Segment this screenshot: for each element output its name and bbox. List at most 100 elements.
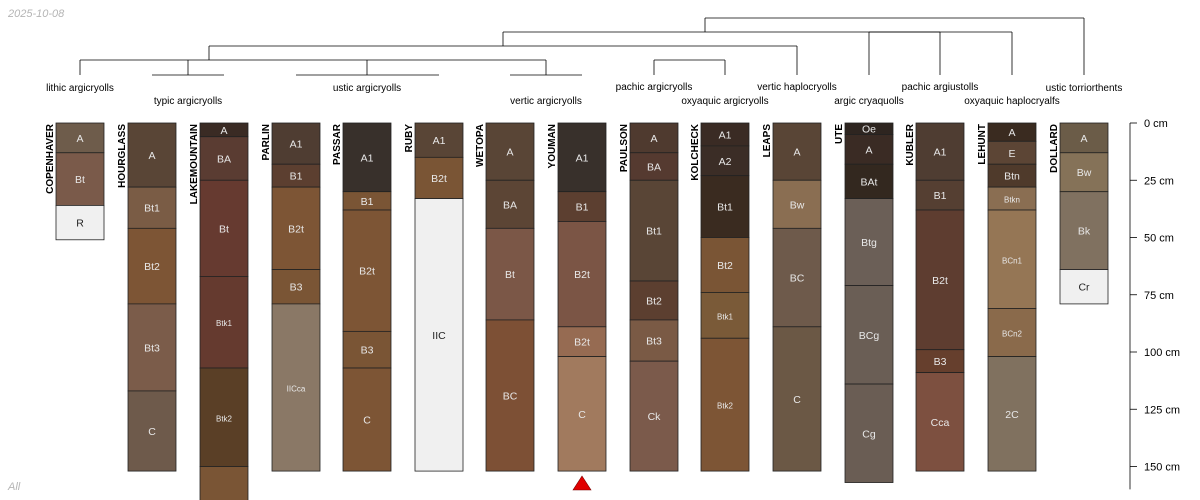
dendrogram — [79, 17, 1085, 76]
horizon-label: B1 — [361, 196, 374, 208]
profile-name: PASSAR — [332, 123, 343, 165]
horizon-paulson-0 — [629, 122, 679, 154]
profile-name: LEAPS — [762, 124, 773, 158]
horizon-ute-2 — [844, 163, 894, 199]
profile-dollard: A Bw Bk Cr DOLLARD — [1049, 122, 1109, 305]
horizon-label: A — [220, 125, 227, 137]
soil-profiles: A Bt R COPENHAVER A Bt1 Bt2 Bt3 C HOURGLASS A BA Bt B… — [45, 122, 1109, 500]
profile-leaps: A Bw BC C LEAPS — [762, 122, 822, 472]
horizon-lehunt-5 — [987, 308, 1037, 357]
profile-wetopa: A BA Bt BC WETOPA — [475, 122, 535, 472]
horizon-label: BAt — [861, 176, 878, 188]
date-label: 2025-10-08 — [8, 8, 65, 20]
horizon-label: B3 — [361, 345, 374, 357]
horizon-label: Bw — [790, 199, 805, 211]
taxon-label: ustic torriorthents — [1046, 83, 1123, 94]
profile-kubler: A1 B1 B2t B3 Cca KUBLER — [905, 122, 965, 472]
horizon-hourglass-3 — [127, 303, 177, 392]
horizon-label: E — [1008, 148, 1015, 160]
horizon-label: 2C — [1005, 409, 1019, 421]
horizon-copenhaver-1 — [55, 152, 105, 206]
profile-name: LAKEMOUNTAIN — [189, 124, 200, 204]
horizon-leaps-3 — [772, 326, 822, 472]
horizon-label: A — [650, 133, 657, 145]
depth-tick-label: 150 cm — [1144, 462, 1180, 474]
horizon-label: A1 — [934, 147, 947, 159]
horizon-label: A1 — [576, 152, 589, 164]
horizon-label: B2t — [574, 269, 590, 281]
horizon-label: B3 — [934, 356, 947, 368]
horizon-dollard-2 — [1059, 191, 1109, 270]
profile-ruby: A1 B2t IIC RUBY — [404, 122, 464, 472]
horizon-dollard-1 — [1059, 152, 1109, 193]
horizon-hourglass-2 — [127, 227, 177, 305]
horizon-label: BC — [503, 391, 518, 403]
horizon-ruby-2 — [414, 198, 464, 472]
horizon-lakemountain-5 — [199, 466, 249, 500]
horizon-ute-4 — [844, 285, 894, 385]
horizon-label: A — [76, 133, 83, 145]
horizon-kolcheck-5 — [700, 337, 750, 472]
taxon-label: oxyaquic argicryolls — [681, 96, 768, 107]
horizon-dollard-3 — [1059, 269, 1109, 305]
horizon-label: A1 — [290, 139, 303, 151]
horizon-kubler-2 — [915, 209, 965, 351]
horizon-label: Bk — [1078, 226, 1091, 238]
horizon-label: Bt3 — [144, 342, 160, 354]
taxon-label: vertic haplocryolls — [757, 82, 836, 93]
horizon-youman-4 — [557, 356, 607, 472]
horizon-label: Btk2 — [216, 414, 233, 423]
profile-passar: A1 B1 B2t B3 C PASSAR — [332, 122, 392, 472]
horizon-label: IICca — [287, 384, 306, 393]
horizon-label: Btk1 — [216, 319, 233, 328]
profile-name: WETOPA — [475, 124, 486, 167]
depth-tick-label: 100 cm — [1144, 347, 1180, 359]
depth-tick-label: 50 cm — [1144, 233, 1174, 245]
horizon-youman-2 — [557, 221, 607, 328]
horizon-label: BA — [217, 153, 231, 165]
profile-name: KUBLER — [905, 123, 916, 165]
horizon-wetopa-3 — [485, 319, 535, 472]
horizon-label: B1 — [576, 202, 589, 214]
horizon-kubler-4 — [915, 372, 965, 472]
horizon-label: Ck — [648, 411, 662, 423]
horizon-label: B1 — [934, 190, 947, 202]
profile-name: RUBY — [404, 124, 415, 153]
horizon-lakemountain-2 — [199, 179, 249, 277]
profile-lakemountain: A BA Bt Btk1 Btk2 LAKEMOUNTAIN — [189, 122, 249, 500]
horizon-label: C — [363, 415, 371, 427]
horizon-hourglass-0 — [127, 122, 177, 188]
horizon-lehunt-4 — [987, 209, 1037, 309]
taxon-label: pachic argicryolls — [616, 82, 693, 93]
horizon-dollard-0 — [1059, 122, 1109, 154]
horizon-ute-5 — [844, 383, 894, 483]
horizon-leaps-2 — [772, 227, 822, 328]
horizon-label: C — [148, 426, 156, 438]
horizon-label: R — [76, 218, 84, 230]
horizon-label: A — [1080, 133, 1087, 145]
depth-tick-label: 125 cm — [1144, 404, 1180, 416]
horizon-parlin-0 — [271, 122, 321, 165]
taxon-label: oxyaquic haplocryalfs — [964, 96, 1060, 107]
horizon-passar-3 — [342, 330, 392, 369]
depth-tick-label: 25 cm — [1144, 175, 1174, 187]
horizon-label: B2t — [288, 223, 304, 235]
horizon-label: C — [793, 394, 801, 406]
horizon-label: C — [578, 409, 586, 421]
horizon-label: B2t — [932, 275, 948, 287]
horizon-label: Bt2 — [144, 261, 160, 273]
taxon-label: vertic argicryolls — [510, 96, 582, 107]
horizon-label: Bt1 — [646, 226, 662, 238]
horizon-label: A2 — [719, 156, 732, 168]
horizon-label: A — [865, 144, 872, 156]
horizon-label: Cca — [931, 417, 950, 429]
horizon-label: Bt — [75, 174, 85, 186]
profile-lehunt: AE Btn Btkn BCn1 BCn2 2C LEHUNT — [977, 122, 1037, 472]
selected-profile-marker — [572, 475, 592, 491]
profile-name: DOLLARD — [1049, 124, 1060, 173]
horizon-passar-4 — [342, 367, 392, 472]
horizon-parlin-3 — [271, 269, 321, 305]
horizon-label: Bt — [505, 269, 515, 281]
horizon-paulson-3 — [629, 280, 679, 321]
